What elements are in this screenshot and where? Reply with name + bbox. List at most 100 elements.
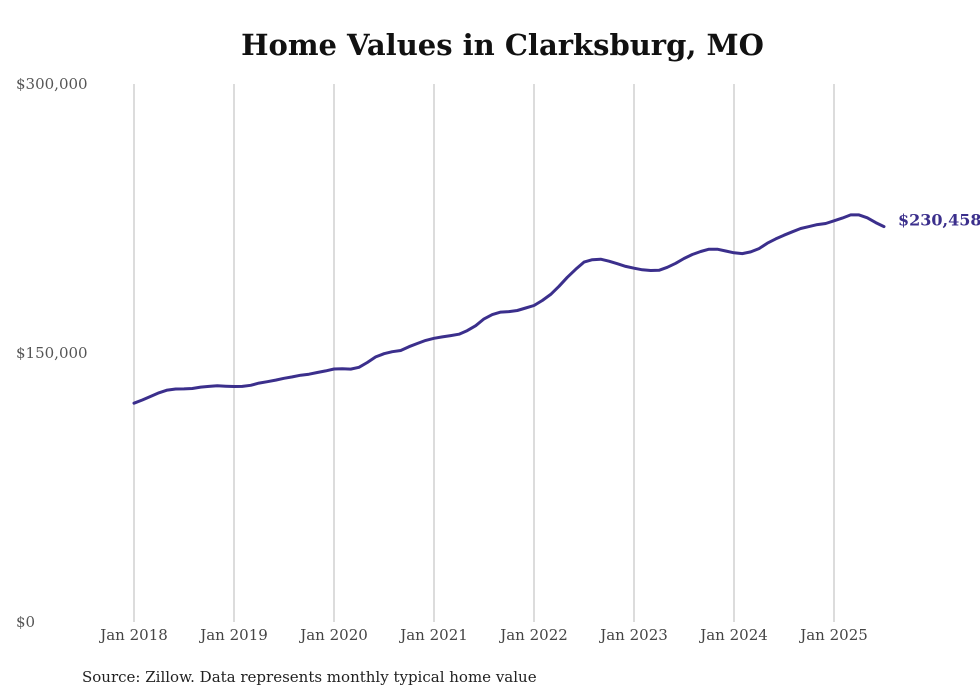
data-point bbox=[267, 381, 269, 383]
data-point bbox=[792, 231, 794, 233]
data-point bbox=[200, 386, 202, 388]
data-point bbox=[550, 294, 552, 296]
gridlines bbox=[133, 84, 835, 622]
data-point bbox=[758, 248, 760, 250]
data-point bbox=[433, 337, 435, 339]
data-point bbox=[592, 259, 594, 261]
data-point bbox=[367, 362, 369, 364]
data-point bbox=[658, 270, 660, 272]
data-point bbox=[517, 310, 519, 312]
data-point bbox=[825, 223, 827, 225]
data-point bbox=[650, 270, 652, 272]
series-layer bbox=[132, 213, 886, 405]
data-point bbox=[400, 350, 402, 352]
data-point bbox=[558, 285, 560, 287]
data-point bbox=[742, 253, 744, 255]
data-point bbox=[775, 238, 777, 240]
data-point bbox=[583, 261, 585, 263]
data-point bbox=[783, 234, 785, 236]
data-point bbox=[733, 252, 735, 254]
data-point bbox=[675, 263, 677, 265]
x-tick-label: Jan 2021 bbox=[398, 626, 468, 644]
data-point bbox=[275, 379, 277, 381]
data-point bbox=[883, 226, 885, 228]
data-point bbox=[717, 248, 719, 250]
data-point bbox=[475, 325, 477, 327]
data-point bbox=[542, 300, 544, 302]
data-point bbox=[683, 258, 685, 260]
data-point bbox=[692, 254, 694, 256]
x-axis-ticks: Jan 2018 Jan 2019 Jan 2020 Jan 2021 Jan 2022… bbox=[98, 626, 868, 644]
data-point bbox=[317, 372, 319, 374]
data-point bbox=[192, 388, 194, 390]
data-point bbox=[300, 374, 302, 376]
data-point bbox=[217, 385, 219, 387]
data-point bbox=[483, 318, 485, 320]
data-point bbox=[283, 377, 285, 379]
data-point bbox=[833, 220, 835, 222]
data-point bbox=[533, 305, 535, 307]
data-point bbox=[375, 356, 377, 358]
data-point bbox=[667, 266, 669, 268]
y-axis-ticks: $0 $150,000 $300,000 bbox=[16, 75, 88, 631]
data-point bbox=[617, 263, 619, 265]
data-point bbox=[325, 370, 327, 372]
data-point bbox=[392, 351, 394, 353]
y-tick-label: $0 bbox=[16, 613, 35, 631]
data-point bbox=[842, 217, 844, 219]
data-point bbox=[225, 385, 227, 387]
data-point bbox=[575, 268, 577, 270]
data-point bbox=[292, 376, 294, 378]
x-tick-label: Jan 2023 bbox=[598, 626, 668, 644]
x-tick-label: Jan 2020 bbox=[298, 626, 368, 644]
data-point bbox=[808, 226, 810, 228]
data-point bbox=[150, 396, 152, 398]
data-point bbox=[250, 384, 252, 386]
x-tick-label: Jan 2022 bbox=[498, 626, 568, 644]
data-point bbox=[750, 251, 752, 253]
data-point bbox=[817, 224, 819, 226]
end-value-label: $230,458 bbox=[898, 211, 980, 230]
data-point bbox=[767, 242, 769, 244]
data-point bbox=[417, 343, 419, 345]
x-tick-label: Jan 2024 bbox=[698, 626, 768, 644]
data-point bbox=[608, 260, 610, 262]
data-point bbox=[425, 340, 427, 342]
data-point bbox=[167, 389, 169, 391]
data-point bbox=[158, 392, 160, 394]
data-point bbox=[383, 353, 385, 355]
data-point bbox=[700, 251, 702, 253]
data-point bbox=[725, 250, 727, 252]
y-tick-label: $300,000 bbox=[16, 75, 88, 93]
data-point bbox=[858, 214, 860, 216]
data-point bbox=[867, 217, 869, 219]
data-point bbox=[850, 214, 852, 216]
data-point bbox=[408, 346, 410, 348]
data-point bbox=[133, 402, 135, 404]
data-point bbox=[258, 382, 260, 384]
data-point bbox=[500, 311, 502, 313]
data-point bbox=[183, 388, 185, 390]
data-point bbox=[508, 311, 510, 313]
data-point bbox=[625, 266, 627, 268]
data-point bbox=[142, 399, 144, 401]
chart-title: Home Values in Clarksburg, MO bbox=[241, 28, 764, 62]
data-point bbox=[358, 367, 360, 369]
data-point bbox=[342, 368, 344, 370]
data-point bbox=[492, 314, 494, 316]
x-tick-label: Jan 2018 bbox=[98, 626, 168, 644]
data-point bbox=[875, 222, 877, 224]
data-point bbox=[642, 269, 644, 271]
data-point bbox=[633, 267, 635, 269]
data-point bbox=[208, 386, 210, 388]
data-point bbox=[708, 248, 710, 250]
data-point bbox=[442, 336, 444, 338]
y-tick-label: $150,000 bbox=[16, 344, 88, 362]
x-tick-label: Jan 2025 bbox=[798, 626, 868, 644]
series-line bbox=[132, 213, 886, 405]
data-point bbox=[525, 307, 527, 309]
data-point bbox=[308, 373, 310, 375]
data-point bbox=[242, 386, 244, 388]
data-point bbox=[600, 258, 602, 260]
